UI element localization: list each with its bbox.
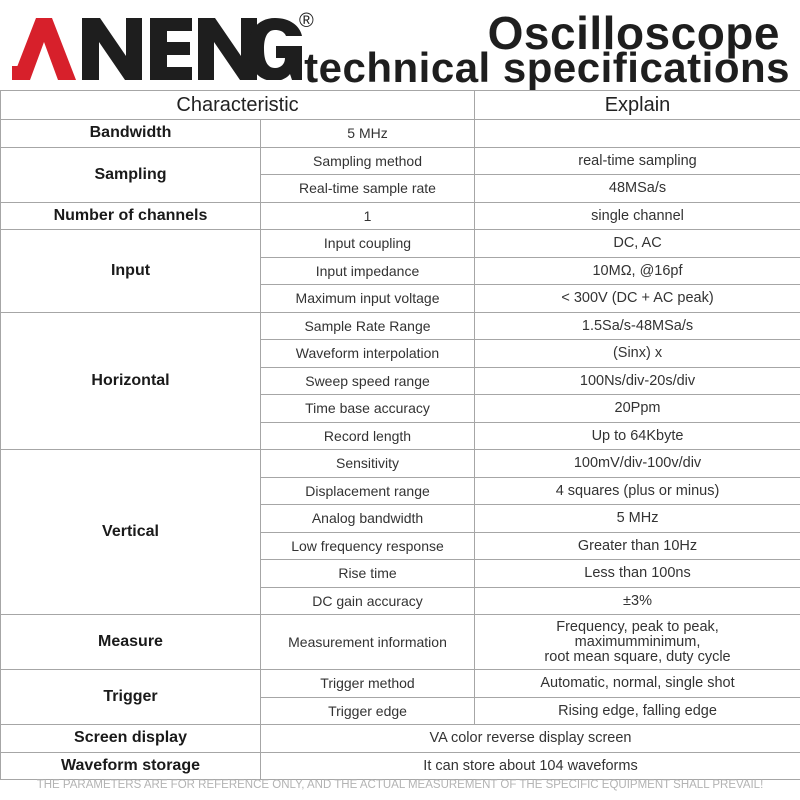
spec-value: 10MΩ, @16pf [474, 256, 800, 285]
spec-value: Up to 64Kbyte [474, 421, 800, 450]
spec-value: Less than 100ns [474, 559, 800, 588]
table-row: Displacement range 4 squares (plus or mi… [1, 476, 800, 505]
value-line: Frequency, peak to peak, [556, 618, 719, 635]
page-title-line2: technical specifications [304, 44, 790, 91]
table-row: Screen display VA color reverse display … [0, 724, 800, 753]
sub-label: Input impedance [259, 256, 476, 285]
category-trigger: Trigger [0, 669, 261, 725]
category-sampling: Sampling [0, 146, 261, 203]
value-bandwidth: 5 MHz [259, 119, 476, 148]
sub-label: Low frequency response [259, 531, 476, 560]
table-row: Low frequency response Greater than 10Hz [1, 531, 800, 560]
header-explain: Explain [474, 90, 800, 120]
category-measure: Measure [0, 614, 261, 670]
spec-value: Rising edge, falling edge [474, 696, 800, 725]
category-waveform-storage: Waveform storage [0, 751, 261, 780]
table-row: Number of channels 1 single channel [0, 201, 800, 230]
table-row: Maximum input voltage < 300V (DC + AC pe… [1, 284, 800, 313]
sub-label: Rise time [259, 559, 476, 588]
spec-value: Greater than 10Hz [474, 531, 800, 560]
spec-value: 100mV/div-100v/div [474, 449, 800, 478]
spec-value: real-time sampling [474, 146, 800, 175]
spec-value: Automatic, normal, single shot [474, 669, 800, 698]
category-horizontal: Horizontal [0, 311, 261, 450]
header: ® Oscilloscope technical specifications [0, 0, 800, 91]
sub-label: Input coupling [259, 229, 476, 258]
sub-label: Real-time sample rate [259, 174, 476, 203]
table-row: Time base accuracy 20Ppm [1, 394, 800, 423]
table-row: Measure Measurement information Frequenc… [0, 614, 800, 670]
category-bandwidth: Bandwidth [0, 119, 261, 148]
spec-value: ±3% [474, 586, 800, 615]
category-input: Input [0, 229, 261, 313]
spec-value: 4 squares (plus or minus) [474, 476, 800, 505]
table-row: Sweep speed range 100Ns/div-20s/div [1, 366, 800, 395]
sub-label: 1 [259, 201, 476, 230]
spec-table: Characteristic Explain Bandwidth 5 MHz S… [0, 90, 800, 780]
table-row: Input impedance 10MΩ, @16pf [1, 256, 800, 285]
spec-value: DC, AC [474, 229, 800, 258]
spec-value: 20Ppm [474, 394, 800, 423]
aneng-logo [12, 18, 302, 80]
sub-label: Displacement range [259, 476, 476, 505]
sub-label: DC gain accuracy [259, 586, 476, 615]
sub-label: Trigger method [259, 669, 476, 698]
table-row: Sampling Sampling method real-time sampl… [0, 146, 800, 203]
header-characteristic: Characteristic [0, 90, 476, 120]
spec-value: 100Ns/div-20s/div [474, 366, 800, 395]
sub-label: Maximum input voltage [259, 284, 476, 313]
sub-label: Sampling method [259, 146, 476, 175]
category-screen-display: Screen display [0, 724, 261, 753]
spec-value: VA color reverse display screen [259, 724, 800, 753]
spec-value: 48MSa/s [474, 174, 800, 203]
spec-value: (Sinx) x [474, 339, 800, 368]
sub-label: Record length [259, 421, 476, 450]
value-line: root mean square, duty cycle [544, 648, 731, 665]
disclaimer-footer: THE PARAMETERS ARE FOR REFERENCE ONLY, A… [36, 779, 764, 791]
table-row: Trigger Trigger method Automatic, normal… [0, 669, 800, 725]
sub-label: Analog bandwidth [259, 504, 476, 533]
sub-label: Trigger edge [259, 696, 476, 725]
table-row: Waveform interpolation (Sinx) x [1, 339, 800, 368]
sub-label: Sweep speed range [259, 366, 476, 395]
table-row: Vertical Sensitivity 100mV/div-100v/div [0, 449, 800, 615]
table-row: Real-time sample rate 48MSa/s [1, 174, 800, 203]
value-line: maximumminimum, [574, 633, 701, 650]
sub-label: Time base accuracy [259, 394, 476, 423]
table-row: Waveform storage It can store about 104 … [0, 751, 800, 780]
page-title-line1: Oscilloscope [487, 7, 780, 59]
spec-value: single channel [474, 201, 800, 230]
table-row: Rise time Less than 100ns [1, 559, 800, 588]
sub-label: Sensitivity [259, 449, 476, 478]
sub-label: Waveform interpolation [259, 339, 476, 368]
spec-value: < 300V (DC + AC peak) [474, 284, 800, 313]
sub-label: Measurement information [259, 614, 476, 670]
table-row: Record length Up to 64Kbyte [1, 421, 800, 450]
empty-cell [474, 119, 800, 148]
spec-value-multiline: Frequency, peak to peak, maximumminimum,… [474, 614, 800, 670]
category-channels: Number of channels [0, 201, 261, 230]
spec-value: It can store about 104 waveforms [259, 751, 800, 780]
registered-mark: ® [299, 10, 314, 32]
table-header-row: Characteristic Explain [0, 90, 800, 120]
table-row: Horizontal Sample Rate Range 1.5Sa/s-48M… [0, 311, 800, 450]
table-row: Analog bandwidth 5 MHz [1, 504, 800, 533]
spec-value: 1.5Sa/s-48MSa/s [474, 311, 800, 340]
sub-label: Sample Rate Range [259, 311, 476, 340]
table-row: Input Input coupling DC, AC [0, 229, 800, 313]
spec-value: 5 MHz [474, 504, 800, 533]
category-vertical: Vertical [0, 449, 261, 615]
table-row: Bandwidth 5 MHz [0, 119, 800, 148]
